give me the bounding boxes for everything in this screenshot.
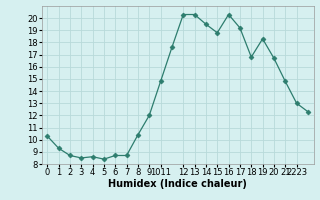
X-axis label: Humidex (Indice chaleur): Humidex (Indice chaleur) [108, 179, 247, 189]
